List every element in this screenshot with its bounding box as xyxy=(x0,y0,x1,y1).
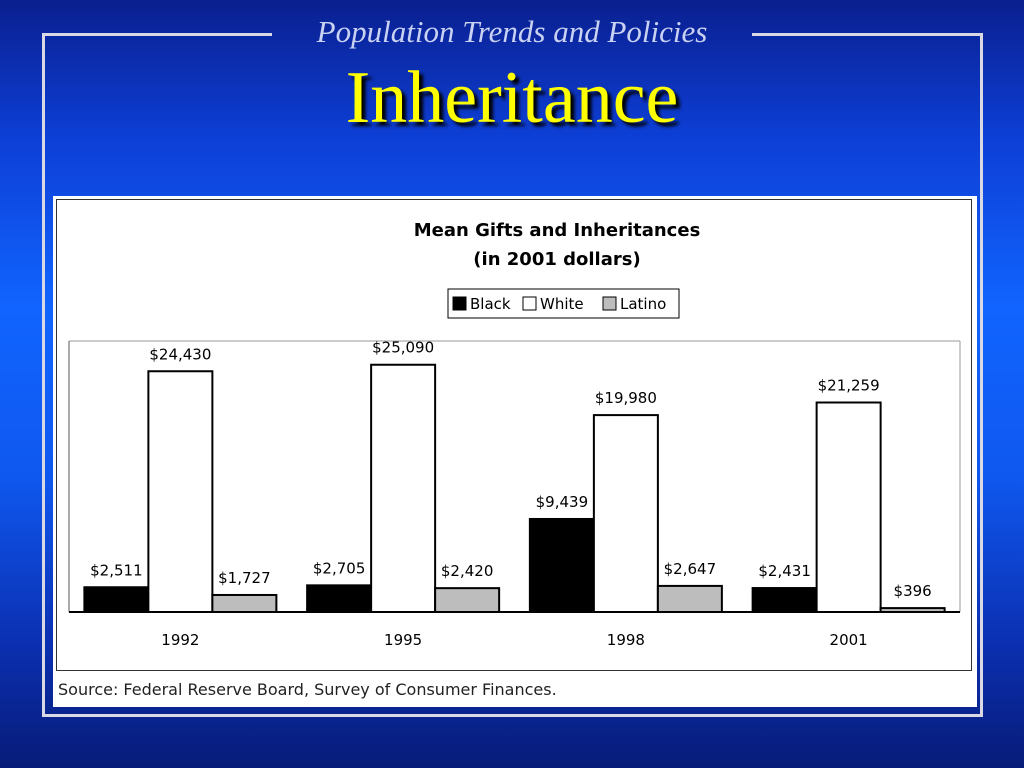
legend-box xyxy=(447,288,680,319)
frame-top-left-line xyxy=(42,33,272,36)
frame-bottom-line xyxy=(42,714,983,717)
x-tick-label-2001: 2001 xyxy=(830,631,868,649)
slide-subtitle: Population Trends and Policies xyxy=(316,14,708,49)
chart-legend: Black White Latino xyxy=(447,288,680,319)
data-label-black-1992: $2,511 xyxy=(90,561,143,579)
data-label-latino-1998: $2,647 xyxy=(664,560,717,578)
data-label-latino-2001: $396 xyxy=(894,582,932,600)
data-label-white-1998: $19,980 xyxy=(595,389,657,407)
bar-black-1998 xyxy=(528,517,595,614)
chart-title: Mean Gifts and Inheritances xyxy=(414,220,701,241)
data-label-white-2001: $21,259 xyxy=(818,377,880,395)
slide-title: Inheritance xyxy=(345,57,679,139)
chart-subtitle: (in 2001 dollars) xyxy=(473,249,640,270)
bar-white-1992 xyxy=(147,370,214,613)
data-label-black-1995: $2,705 xyxy=(313,559,366,577)
bar-white-1995 xyxy=(370,363,437,613)
legend-swatch-white xyxy=(522,296,537,311)
frame-top-right-line xyxy=(752,33,983,36)
data-label-white-1995: $25,090 xyxy=(372,339,434,357)
legend-label-white: White xyxy=(540,295,584,313)
frame-left-line xyxy=(42,33,45,717)
x-tick-label-1998: 1998 xyxy=(607,631,645,649)
legend-label-latino: Latino xyxy=(620,295,666,313)
data-label-white-1992: $24,430 xyxy=(149,345,211,363)
legend-swatch-latino xyxy=(602,296,617,311)
bar-white-1998 xyxy=(592,414,659,613)
data-label-latino-1995: $2,420 xyxy=(441,562,494,580)
data-label-black-1998: $9,439 xyxy=(536,493,589,511)
bar-black-2001 xyxy=(751,587,818,613)
data-label-latino-1992: $1,727 xyxy=(218,569,271,587)
bar-latino-1995 xyxy=(434,587,501,613)
source-note: Source: Federal Reserve Board, Survey of… xyxy=(58,680,557,699)
bar-latino-1998 xyxy=(656,584,723,614)
x-tick-label-1995: 1995 xyxy=(384,631,422,649)
bar-white-2001 xyxy=(815,401,882,614)
frame-right-line xyxy=(980,33,983,717)
plot-area: $2,511 $24,430 $1,727 1992 $2,705 $25,090 $2,4… xyxy=(68,339,961,649)
legend-label-black: Black xyxy=(470,295,511,313)
bar-latino-1992 xyxy=(211,593,278,614)
data-label-black-2001: $2,431 xyxy=(758,562,811,580)
x-tick-label-1992: 1992 xyxy=(161,631,199,649)
legend-swatch-black xyxy=(452,296,467,311)
chart-border xyxy=(56,199,972,671)
bar-black-1995 xyxy=(306,584,373,613)
bar-black-1992 xyxy=(83,586,150,614)
